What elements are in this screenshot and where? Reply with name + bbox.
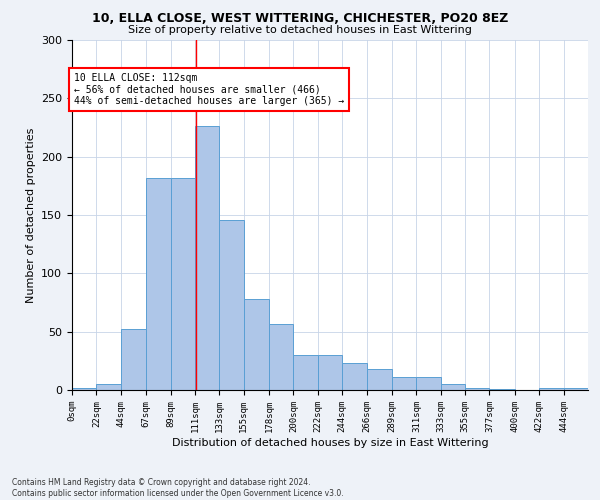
Bar — [293, 355, 318, 390]
X-axis label: Distribution of detached houses by size in East Wittering: Distribution of detached houses by size … — [172, 438, 488, 448]
Bar — [342, 363, 367, 390]
Bar — [121, 330, 146, 390]
Bar — [465, 388, 490, 390]
Bar — [219, 220, 244, 390]
Bar — [170, 178, 195, 390]
Bar — [367, 369, 392, 390]
Bar — [97, 384, 121, 390]
Bar — [318, 355, 342, 390]
Text: 10 ELLA CLOSE: 112sqm
← 56% of detached houses are smaller (466)
44% of semi-det: 10 ELLA CLOSE: 112sqm ← 56% of detached … — [74, 72, 344, 106]
Bar — [416, 377, 441, 390]
Text: 10, ELLA CLOSE, WEST WITTERING, CHICHESTER, PO20 8EZ: 10, ELLA CLOSE, WEST WITTERING, CHICHEST… — [92, 12, 508, 26]
Bar — [269, 324, 293, 390]
Text: Size of property relative to detached houses in East Wittering: Size of property relative to detached ho… — [128, 25, 472, 35]
Text: Contains HM Land Registry data © Crown copyright and database right 2024.
Contai: Contains HM Land Registry data © Crown c… — [12, 478, 344, 498]
Bar — [563, 388, 588, 390]
Bar — [490, 389, 515, 390]
Bar — [72, 388, 97, 390]
Y-axis label: Number of detached properties: Number of detached properties — [26, 128, 35, 302]
Bar — [195, 126, 219, 390]
Bar — [146, 178, 170, 390]
Bar — [539, 388, 563, 390]
Bar — [392, 377, 416, 390]
Bar — [441, 384, 465, 390]
Bar — [244, 299, 269, 390]
